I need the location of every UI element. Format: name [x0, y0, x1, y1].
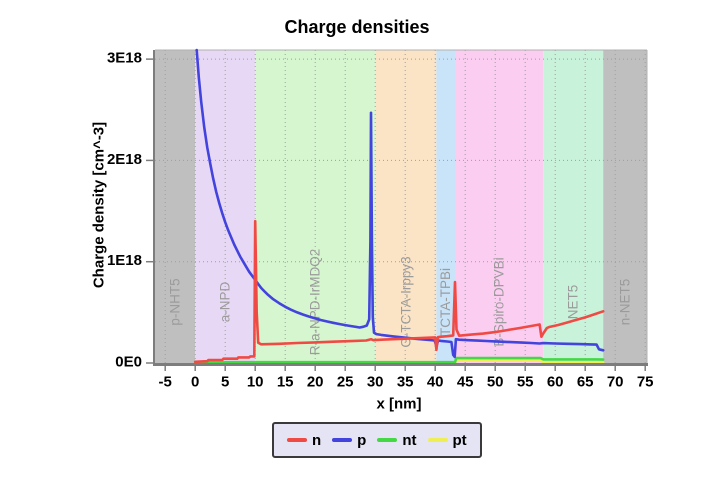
x-tick-label: 10	[247, 374, 264, 391]
legend: n p nt pt	[272, 422, 482, 458]
series-line-p	[195, 48, 605, 359]
legend-swatch-pt	[427, 438, 448, 442]
x-tick-label: 40	[427, 374, 444, 391]
legend-swatch-p	[332, 438, 353, 442]
x-tick-label: 0	[191, 374, 199, 391]
legend-item-p: p	[332, 432, 366, 449]
region-label-TCTA-TPBi: TCTA-TPBi	[438, 268, 453, 336]
y-tick-label: 3E18	[107, 50, 142, 67]
series-line-n	[193, 219, 605, 363]
legend-item-pt: pt	[427, 431, 467, 449]
region-label-p-NHT5: p-NHT5	[168, 278, 183, 325]
x-tick-label: 35	[397, 374, 414, 391]
legend-item-nt: nt	[377, 431, 417, 449]
legend-label: n	[312, 431, 322, 449]
x-tick-label: 15	[277, 374, 294, 391]
x-tick-label: 30	[367, 374, 384, 391]
region-label-R-a-NPD-IrMDQ2: R-a-NPD-IrMDQ2	[308, 249, 323, 356]
legend-label: pt	[452, 431, 467, 449]
x-tick-label: 55	[517, 374, 534, 391]
x-tick-label: 60	[547, 374, 564, 391]
series-line-nt	[193, 356, 605, 363]
region-band-TCTA-TPBi	[436, 50, 455, 363]
legend-swatch-nt	[377, 438, 398, 442]
x-tick-label: 45	[457, 374, 474, 391]
x-tick-label: -5	[159, 374, 172, 391]
curves-group	[193, 48, 605, 363]
y-tick-label: 0E0	[115, 354, 142, 371]
x-tick-label: 70	[607, 374, 624, 391]
region-band-p-NHT5	[155, 50, 196, 363]
region-band-G-TCTA-Irppy3	[375, 50, 437, 363]
legend-item-n: n	[287, 432, 321, 449]
x-tick-label: 50	[487, 374, 504, 391]
region-band-B-Spiro-DPVBi	[455, 50, 544, 363]
legend-swatch-n	[287, 438, 307, 442]
x-tick-label: 75	[637, 374, 654, 391]
x-tick-label: 20	[307, 374, 324, 391]
region-label-a-NPD: a-NPD	[218, 282, 233, 323]
region-label-G-TCTA-Irppy3: G-TCTA-Irppy3	[398, 256, 413, 347]
y-tick-label: 2E18	[107, 151, 142, 168]
region-label-B-Spiro-DPVBi: B-Spiro-DPVBi	[492, 257, 507, 346]
region-band-NET5	[543, 50, 604, 363]
y-tick-label: 1E18	[107, 252, 142, 269]
region-label-NET5: NET5	[566, 285, 581, 320]
x-tick-label: 65	[577, 374, 594, 391]
chart-title: Charge densities	[284, 17, 430, 37]
x-tick-label: 5	[221, 374, 229, 391]
x-axis-label: x [nm]	[376, 395, 422, 413]
legend-label: p	[357, 431, 367, 449]
x-tick-label: 25	[337, 374, 354, 391]
region-label-n-NET5: n-NET5	[618, 279, 633, 326]
legend-label: nt	[402, 431, 417, 449]
region-band-n-NET5	[603, 50, 647, 363]
